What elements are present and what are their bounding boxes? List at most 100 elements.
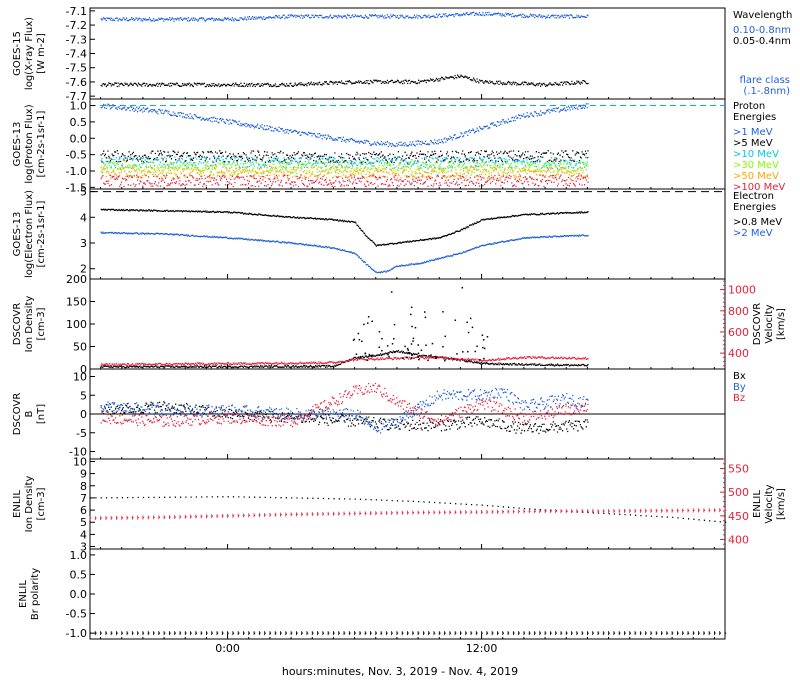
density-spike [474, 350, 477, 353]
density-spike [483, 357, 485, 360]
y-tick-label: 7 [80, 492, 87, 505]
y-tick-label: 5 [80, 516, 87, 529]
legend-entry: 0.10-0.8nm [733, 25, 791, 36]
density-spike [394, 350, 396, 353]
y-tick-label: 200 [66, 273, 87, 286]
series-goes15-xray-0 [100, 11, 589, 22]
density-spike [479, 359, 481, 361]
y-axis-label-goes13-proton: [cm-2s-1sr-1] [36, 110, 47, 177]
y-axis-label-goes13-proton: log(Proton Flux) [24, 104, 35, 183]
panel-frame-enlil-polarity [89, 548, 726, 640]
y-tick-label: 5 [80, 389, 87, 402]
legend-entry: 0.05-0.4nm [733, 36, 791, 47]
y-tick-label: 0 [80, 363, 87, 376]
legend-header: Energies [733, 112, 776, 123]
density-spike [371, 354, 373, 357]
y-tick-label: 4 [80, 211, 87, 224]
density-spike [367, 316, 370, 318]
y-axis-label-enlil-density: [cm-3] [36, 487, 47, 520]
panel-frame-enlil-density [89, 458, 726, 550]
legend-header: Proton [733, 101, 765, 112]
legend-header: Energies [733, 202, 776, 213]
density-spike [381, 349, 383, 352]
legend-entry: >0.8 MeV [733, 217, 782, 228]
y-tick-label: 8 [80, 480, 87, 493]
density-spike [366, 322, 369, 324]
density-spike [402, 357, 404, 359]
y-axis-label-goes15-xray: [W m-2] [36, 33, 47, 74]
density-spike [393, 337, 395, 340]
density-spike [358, 338, 361, 341]
series-goes15-xray-1 [100, 74, 589, 88]
y-tick-label: -7.3 [66, 33, 87, 46]
density-spike [471, 326, 474, 329]
density-spike [452, 357, 455, 360]
y-tick-label: 0 [80, 408, 87, 421]
y-axis-label-enlil-polarity: Br polarity [30, 568, 41, 620]
legend-entry: >10 MeV [733, 149, 779, 160]
y-tick-label: 50 [73, 341, 87, 354]
y-tick-label: 0.0 [70, 588, 88, 601]
y-tick-label: 0.0 [70, 132, 88, 145]
y-tick-label: 3 [80, 541, 87, 554]
y-tick-label: -7.6 [66, 76, 87, 89]
y-tick-label: -7.4 [66, 48, 87, 61]
y-axis-label-right-enlil-density: [km/s] [776, 488, 787, 520]
density-spike [363, 323, 365, 326]
y-axis-label-enlil-density: ENLIL [12, 490, 23, 518]
legend-entry: Bx [733, 371, 746, 382]
density-spike [469, 317, 472, 320]
density-spike [410, 357, 413, 359]
density-spike [386, 345, 389, 347]
x-tick-label: 0:00 [215, 642, 240, 655]
y-tick-label: 5 [80, 186, 87, 199]
y-tick-label: -1.0 [66, 165, 87, 178]
y-tick-label-right: 550 [728, 462, 749, 475]
series-enlil-density-0 [90, 496, 727, 523]
density-spike [454, 319, 457, 322]
y-tick-label-right: 500 [728, 486, 749, 499]
y-tick-label: -0.5 [66, 149, 87, 162]
y-axis-label-dscovr-b: DSCOVR [12, 393, 23, 436]
y-tick-label: -1.0 [66, 627, 87, 640]
density-spike [417, 356, 419, 358]
y-axis-label-right-dscovr-density: DSCOVR [752, 303, 763, 346]
series-goes13-proton-0 [100, 103, 589, 148]
density-spike [378, 331, 381, 333]
legend-header: Wavelength [733, 10, 792, 21]
y-axis-label-dscovr-density: DSCOVR [12, 303, 23, 346]
density-spike [393, 323, 396, 326]
legend-entry: >100 MeV [733, 182, 785, 193]
density-spike [420, 349, 423, 352]
y-tick-label: 2 [80, 263, 87, 276]
y-tick-label: -1.5 [66, 181, 87, 194]
density-spike [412, 340, 414, 342]
y-tick-label: -7.1 [66, 5, 87, 18]
y-axis-label-goes13-electron: log(Electron Flux) [24, 190, 35, 278]
density-spike [391, 343, 394, 345]
legend-header: Electron [733, 191, 774, 202]
density-spike [466, 321, 468, 324]
density-spike [482, 339, 485, 341]
legend-entry: >5 MeV [733, 138, 773, 149]
y-tick-label: 100 [66, 318, 87, 331]
density-spike [414, 326, 417, 329]
series-dscovr-b-2 [100, 382, 589, 428]
legend-entry: Bz [733, 393, 745, 404]
density-spike [364, 352, 367, 355]
density-spike [417, 344, 420, 346]
density-spike [435, 356, 438, 358]
density-spike [483, 347, 486, 350]
density-spike [425, 344, 427, 347]
y-tick-label: 1.0 [70, 100, 88, 113]
density-spike [378, 346, 381, 349]
y-tick-label: 9 [80, 468, 87, 481]
density-spike [411, 325, 413, 328]
legend-entry: >2 MeV [733, 228, 773, 239]
density-spike [442, 311, 444, 313]
density-spike [424, 316, 427, 319]
density-spike [359, 357, 362, 359]
density-spike [481, 334, 484, 336]
density-spike [444, 359, 446, 362]
density-spike [410, 343, 413, 345]
